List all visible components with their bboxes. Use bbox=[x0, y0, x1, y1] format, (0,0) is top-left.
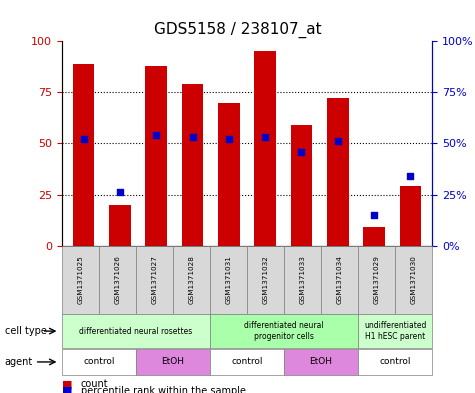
Text: differentiated neural rosettes: differentiated neural rosettes bbox=[79, 327, 192, 336]
Text: GSM1371031: GSM1371031 bbox=[226, 255, 231, 305]
Text: undifferentiated
H1 hESC parent: undifferentiated H1 hESC parent bbox=[364, 321, 427, 341]
Text: GSM1371029: GSM1371029 bbox=[374, 255, 380, 305]
Bar bbox=[109, 205, 131, 246]
Text: GSM1371028: GSM1371028 bbox=[189, 255, 194, 305]
Text: control: control bbox=[380, 358, 411, 366]
Point bbox=[407, 173, 414, 179]
Bar bbox=[218, 103, 240, 246]
Text: GSM1371027: GSM1371027 bbox=[152, 255, 157, 305]
Point bbox=[152, 132, 160, 138]
Text: GSM1371032: GSM1371032 bbox=[263, 255, 268, 305]
Text: percentile rank within the sample: percentile rank within the sample bbox=[81, 386, 246, 393]
Text: GSM1371025: GSM1371025 bbox=[77, 255, 83, 305]
Text: agent: agent bbox=[5, 357, 33, 367]
Text: EtOH: EtOH bbox=[310, 358, 332, 366]
Text: GSM1371030: GSM1371030 bbox=[411, 255, 417, 305]
Text: GSM1371034: GSM1371034 bbox=[337, 255, 342, 305]
Point bbox=[116, 189, 124, 196]
Bar bbox=[254, 51, 276, 246]
Point bbox=[298, 149, 305, 155]
Point bbox=[261, 134, 269, 140]
Text: GSM1371033: GSM1371033 bbox=[300, 255, 305, 305]
Text: differentiated neural
progenitor cells: differentiated neural progenitor cells bbox=[244, 321, 324, 341]
Text: ■: ■ bbox=[62, 379, 72, 389]
Point bbox=[370, 212, 378, 218]
Bar bbox=[145, 66, 167, 246]
Point bbox=[189, 134, 196, 140]
Text: cell type: cell type bbox=[5, 326, 47, 336]
Point bbox=[80, 136, 87, 143]
Text: control: control bbox=[231, 358, 263, 366]
Bar bbox=[181, 84, 203, 246]
Bar bbox=[73, 64, 95, 246]
Text: GDS5158 / 238107_at: GDS5158 / 238107_at bbox=[154, 22, 321, 38]
Bar bbox=[363, 227, 385, 246]
Text: control: control bbox=[83, 358, 114, 366]
Text: count: count bbox=[81, 379, 108, 389]
Text: ■: ■ bbox=[62, 386, 72, 393]
Bar bbox=[327, 99, 349, 246]
Bar bbox=[399, 186, 421, 246]
Text: GSM1371026: GSM1371026 bbox=[114, 255, 120, 305]
Point bbox=[225, 136, 233, 143]
Point bbox=[334, 138, 342, 145]
Bar bbox=[291, 125, 313, 246]
Text: EtOH: EtOH bbox=[162, 358, 184, 366]
